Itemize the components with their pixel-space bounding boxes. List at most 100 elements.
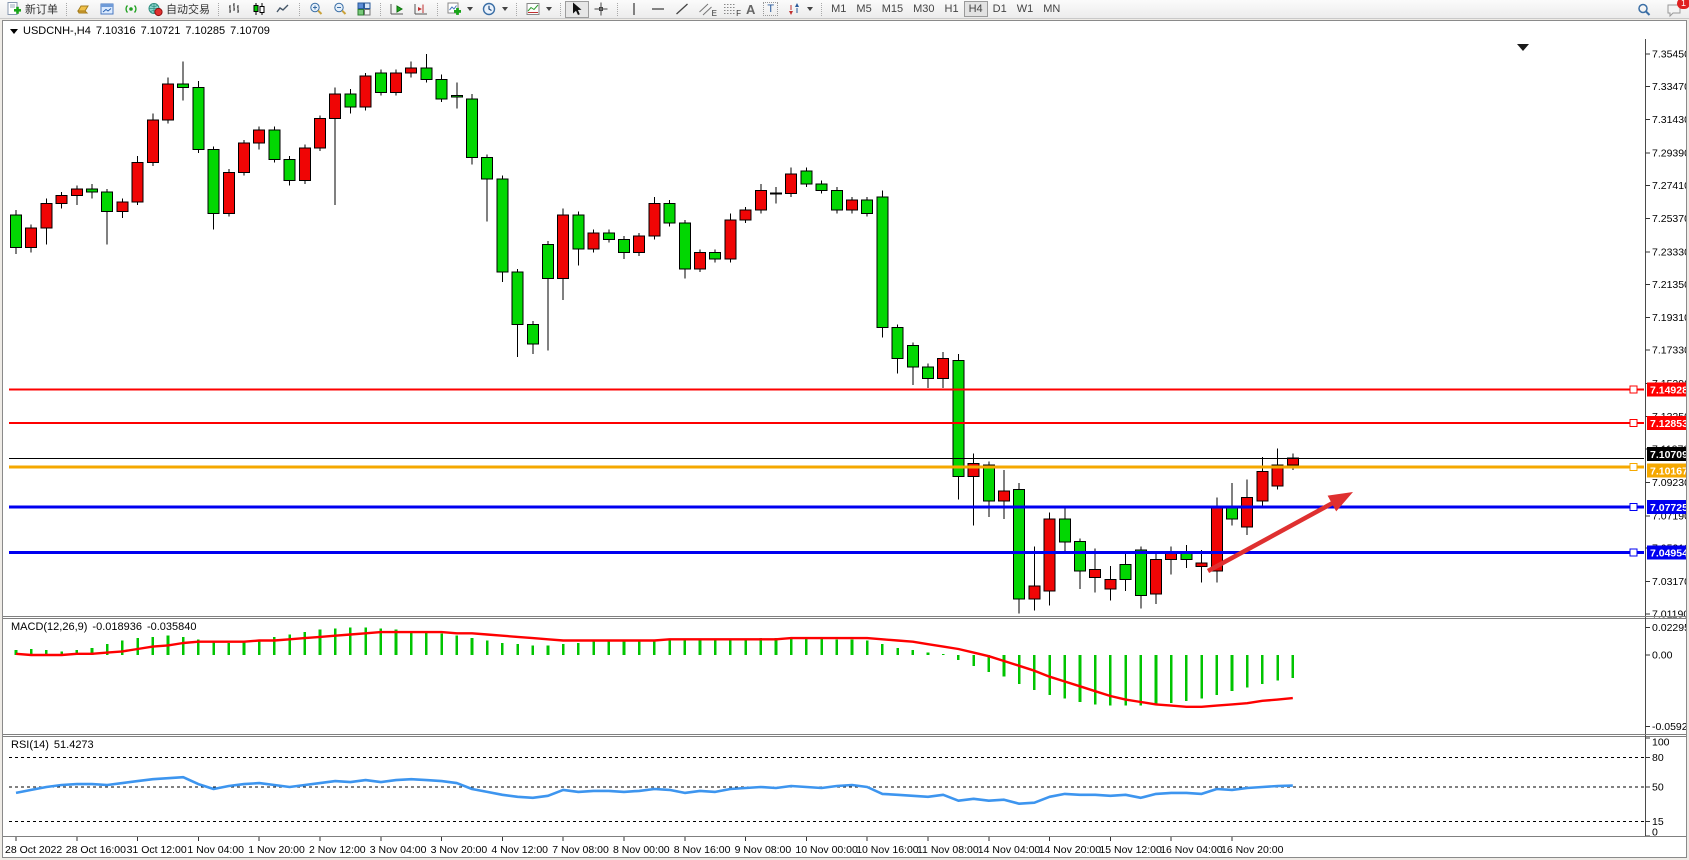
quote-low: 7.10285 (185, 24, 226, 37)
toolbar-separator (516, 2, 517, 16)
svg-text:31 Oct 12:00: 31 Oct 12:00 (127, 844, 187, 856)
quote-open: 7.10316 (95, 24, 136, 37)
chart-window: USDCNH-,H4 7.10316 7.10721 7.10285 7.107… (2, 20, 1687, 858)
svg-text:7.33470: 7.33470 (1652, 81, 1686, 93)
timeframe-h4[interactable]: H4 (963, 1, 988, 17)
templates-button[interactable] (521, 1, 556, 18)
timeframe-d1[interactable]: D1 (988, 1, 1012, 17)
horizontal-line-icon (652, 8, 664, 10)
toolbar: 新订单 自动交易 (0, 0, 1689, 19)
dropdown-caret-icon (502, 7, 508, 11)
gold-ingot-icon (77, 5, 89, 14)
svg-text:7 Nov 08:00: 7 Nov 08:00 (552, 844, 609, 856)
fibonacci-tool-button[interactable]: F (718, 1, 742, 18)
template-icon (526, 3, 540, 15)
rsi-panel-canvas[interactable]: 100 80 50 150 (3, 736, 1686, 837)
new-order-button[interactable]: 新订单 (2, 1, 62, 18)
notification-badge: 1 (1677, 0, 1689, 9)
cursor-tool-button[interactable] (565, 0, 589, 18)
svg-text:7.14928: 7.14928 (1650, 384, 1686, 396)
toolbar-separator (299, 2, 300, 16)
arrows-tool-button[interactable] (782, 1, 817, 18)
clock-icon (482, 2, 496, 16)
svg-text:1 Nov 20:00: 1 Nov 20:00 (248, 844, 305, 856)
rsi-value: 51.4273 (53, 739, 94, 751)
tile-windows-button[interactable] (352, 1, 376, 18)
text-label-tool-button[interactable]: T (759, 1, 782, 18)
chart-shift-button[interactable] (409, 1, 433, 18)
macd-panel-canvas[interactable]: 0.022957 0.00 -0.059235 (3, 618, 1686, 736)
cursor-icon (573, 2, 582, 15)
svg-text:7.04954: 7.04954 (1650, 547, 1686, 559)
time-axis[interactable]: 28 Oct 2022 28 Oct 16:00 31 Oct 12:00 1 Nov… (3, 837, 1686, 857)
chart-title-row: USDCNH-,H4 7.10316 7.10721 7.10285 7.107… (10, 24, 270, 37)
svg-text:7.07725: 7.07725 (1650, 502, 1686, 514)
bar-chart-button[interactable] (223, 1, 247, 18)
svg-text:15: 15 (1652, 816, 1664, 828)
svg-text:14 Nov 04:00: 14 Nov 04:00 (978, 844, 1041, 856)
gold-button[interactable] (71, 1, 95, 18)
add-indicator-button[interactable] (442, 1, 477, 18)
trendline-tool-button[interactable] (670, 1, 694, 18)
timeframe-h1[interactable]: H1 (940, 1, 964, 17)
channel-tool-letter: E (711, 8, 717, 18)
toolbar-separator (66, 2, 67, 16)
dropdown-caret-icon (807, 7, 814, 11)
dropdown-caret-icon (467, 7, 473, 11)
macd-main-value: -0.018936 (92, 621, 142, 633)
vertical-line-icon (633, 3, 635, 15)
svg-text:0: 0 (1652, 827, 1658, 838)
svg-text:7.17330: 7.17330 (1652, 345, 1686, 357)
timeframe-m30[interactable]: M30 (908, 1, 939, 17)
text-tool-button[interactable]: A (742, 1, 759, 18)
crosshair-tool-button[interactable] (589, 1, 613, 18)
publish-button[interactable] (95, 1, 119, 18)
zoom-out-icon (334, 2, 347, 15)
svg-text:11 Nov 08:00: 11 Nov 08:00 (917, 844, 979, 856)
auto-scroll-icon (390, 4, 403, 15)
svg-text:7.25370: 7.25370 (1652, 213, 1686, 225)
period-button[interactable] (477, 1, 512, 18)
timeframe-m1[interactable]: M1 (826, 1, 851, 17)
svg-text:10 Nov 16:00: 10 Nov 16:00 (856, 844, 919, 856)
macd-name: MACD(12,26,9) (11, 621, 88, 633)
zoom-out-button[interactable] (328, 1, 352, 18)
svg-text:7.12853: 7.12853 (1650, 418, 1686, 430)
timeframe-m5[interactable]: M5 (851, 1, 876, 17)
toolbar-separator (560, 2, 561, 16)
vertical-line-tool-button[interactable] (622, 1, 646, 18)
timeframe-m15[interactable]: M15 (877, 1, 908, 17)
svg-text:7.09230: 7.09230 (1652, 477, 1686, 489)
equidistant-channel-icon (699, 3, 712, 16)
new-order-icon (7, 2, 21, 15)
candlestick-chart-button[interactable] (247, 1, 271, 18)
svg-text:3 Nov 20:00: 3 Nov 20:00 (431, 844, 488, 856)
chart-shift-marker (1517, 44, 1529, 51)
macd-label: MACD(12,26,9) -0.018936 -0.035840 (11, 621, 197, 633)
signal-broadcast-icon (125, 5, 137, 13)
channel-tool-button[interactable]: E (694, 1, 718, 18)
line-chart-button[interactable] (271, 1, 295, 18)
svg-text:15 Nov 12:00: 15 Nov 12:00 (1099, 844, 1162, 856)
signals-button[interactable] (119, 1, 143, 18)
svg-text:7.19310: 7.19310 (1652, 312, 1686, 324)
svg-text:7.27410: 7.27410 (1652, 180, 1686, 192)
svg-text:10 Nov 00:00: 10 Nov 00:00 (795, 844, 858, 856)
svg-text:7.21350: 7.21350 (1652, 279, 1686, 291)
timeframe-w1[interactable]: W1 (1012, 1, 1039, 17)
notifications-button[interactable]: 1 (1662, 0, 1689, 18)
text-tool-letter: A (746, 1, 756, 17)
search-button[interactable] (1632, 1, 1656, 18)
chart-collapse-icon[interactable] (10, 28, 18, 34)
quote-close: 7.10709 (230, 24, 270, 37)
svg-text:7.10167: 7.10167 (1650, 466, 1686, 478)
toolbar-separator (617, 2, 618, 16)
timeframe-mn[interactable]: MN (1038, 1, 1065, 17)
zoom-in-button[interactable] (304, 1, 328, 18)
horizontal-line-tool-button[interactable] (646, 1, 670, 18)
main-chart-canvas[interactable]: 7.35450 7.33470 7.31430 7.29390 7.27410 7.253… (3, 39, 1686, 618)
svg-text:4 Nov 12:00: 4 Nov 12:00 (491, 844, 548, 856)
auto-trading-button[interactable]: 自动交易 (143, 1, 214, 18)
auto-scroll-button[interactable] (385, 1, 409, 18)
